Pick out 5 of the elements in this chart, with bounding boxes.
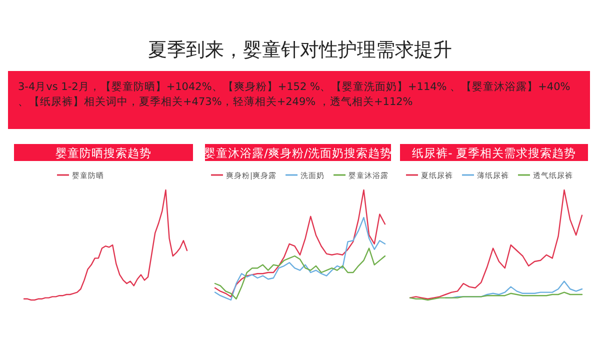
text: 夏季到来，婴童针对性护理需求提升: [148, 39, 452, 61]
chart-title: 纸尿裤- 夏季相关需求搜索趋势: [412, 146, 576, 160]
chart-title: 婴童沐浴露/爽身粉/洗面奶搜索趋势: [204, 146, 392, 160]
text: 3-4月vs 1-2月，【婴童防晒】+1042%、【爽身粉】+152 %、【婴童洗面奶】+114% 、【婴童沐浴露】+40%、【纸尿裤】相关词中，夏季相关+473%，轻薄相关+249% ，透气相关+112%: [18, 80, 570, 108]
chart-title: 婴童防晒搜索趋势: [56, 146, 152, 160]
